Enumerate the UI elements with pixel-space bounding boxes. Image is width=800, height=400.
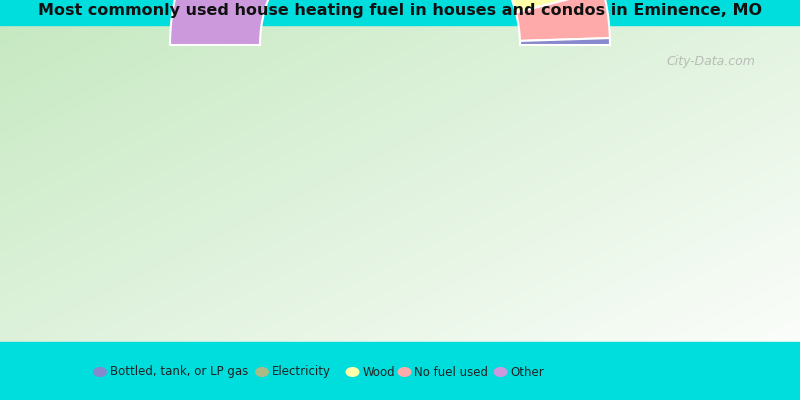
Ellipse shape (494, 367, 507, 377)
Ellipse shape (346, 367, 359, 377)
Text: Electricity: Electricity (272, 366, 331, 378)
Text: Most commonly used house heating fuel in houses and condos in Eminence, MO: Most commonly used house heating fuel in… (38, 2, 762, 18)
Text: Wood: Wood (362, 366, 395, 378)
Text: City-Data.com: City-Data.com (666, 55, 755, 68)
Bar (0, 0, 800, 25)
Ellipse shape (93, 367, 107, 377)
Ellipse shape (398, 367, 411, 377)
Bar (0, 342, 800, 400)
Wedge shape (516, 0, 610, 41)
Text: Bottled, tank, or LP gas: Bottled, tank, or LP gas (110, 366, 248, 378)
Wedge shape (170, 0, 517, 45)
Ellipse shape (255, 367, 269, 377)
Wedge shape (504, 0, 603, 13)
Text: Other: Other (510, 366, 544, 378)
Wedge shape (520, 38, 610, 45)
Text: No fuel used: No fuel used (414, 366, 489, 378)
